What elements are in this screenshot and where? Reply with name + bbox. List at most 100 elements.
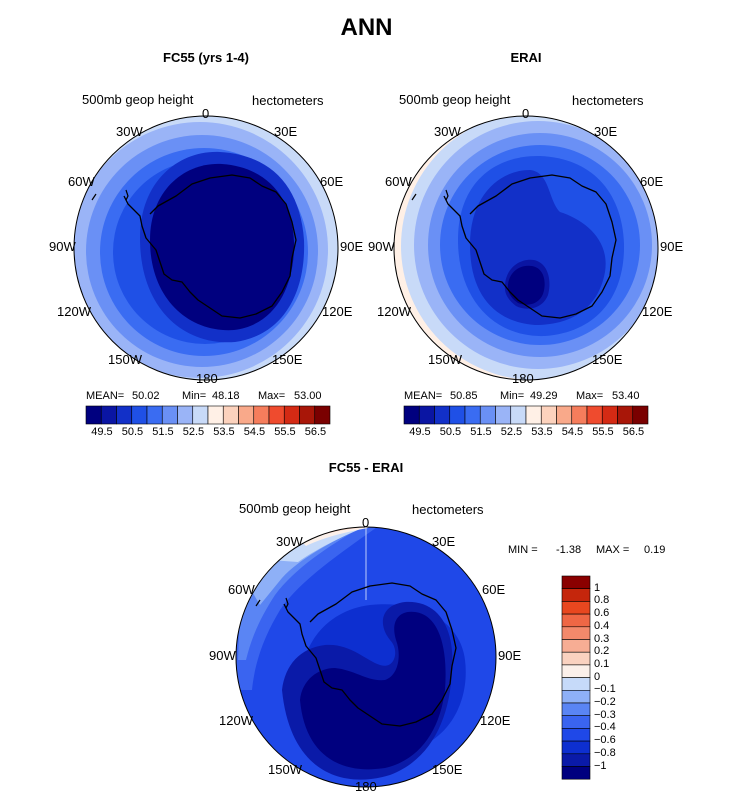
max-value-diff: 0.19 bbox=[644, 544, 666, 556]
lon-label: 150W bbox=[108, 352, 142, 367]
main-title: ANN bbox=[340, 14, 393, 41]
colorbar-swatch bbox=[314, 405, 331, 425]
colorbar-swatch bbox=[561, 677, 591, 691]
antarctica-coastline-1 bbox=[123, 174, 297, 319]
lon-label: 150E bbox=[272, 352, 303, 367]
colorbar-swatch bbox=[561, 689, 591, 704]
lon-label: 150W bbox=[268, 762, 302, 777]
max-value-fc55: 53.00 bbox=[294, 390, 322, 402]
max-label-fc55: Max= bbox=[258, 390, 286, 402]
colorbar-tick-label: −0.8 bbox=[594, 746, 616, 759]
colorbar-swatch bbox=[161, 405, 178, 425]
colorbar-tick-label: 1 bbox=[594, 581, 601, 594]
max-label-erai: Max= bbox=[576, 390, 604, 402]
colorbar-tick-label: 49.5 bbox=[91, 426, 113, 438]
lon-label: 60W bbox=[68, 174, 95, 189]
colorbar-swatch bbox=[238, 405, 255, 425]
mean-label-erai: MEAN= bbox=[404, 390, 443, 402]
min-label-diff: MIN = bbox=[508, 544, 538, 556]
colorbar-tick-label: −1 bbox=[594, 759, 607, 772]
colorbar-fc55 bbox=[85, 405, 331, 425]
colorbar-swatch bbox=[556, 405, 573, 425]
colorbar-tick-label: 49.5 bbox=[409, 426, 431, 438]
lon-label: 120E bbox=[642, 304, 673, 319]
panel-title-erai: ERAI bbox=[510, 50, 542, 65]
colorbar-swatch bbox=[561, 753, 591, 767]
lon-label: 30W bbox=[434, 124, 461, 139]
min-label-erai: Min= bbox=[500, 390, 525, 402]
colorbar-swatch bbox=[561, 575, 591, 589]
lon-label: 120W bbox=[219, 713, 253, 728]
colorbar-tick-label: 54.5 bbox=[243, 426, 266, 438]
colorbar-tick-label: 51.5 bbox=[152, 426, 174, 438]
colorbar-swatch bbox=[85, 405, 102, 425]
colorbar-swatch bbox=[632, 405, 649, 425]
colorbar-tick-label: −0.2 bbox=[594, 696, 616, 708]
mean-value-erai: 50.85 bbox=[450, 390, 478, 402]
lon-label: 30W bbox=[116, 124, 143, 139]
colorbar-tick-label: 52.5 bbox=[182, 426, 205, 438]
colorbar-swatch bbox=[283, 405, 300, 425]
colorbar-swatch bbox=[222, 405, 239, 425]
colorbar-tick-label: 56.5 bbox=[304, 426, 327, 438]
colorbar-erai bbox=[403, 405, 649, 425]
lon-label: 90W bbox=[49, 239, 76, 254]
lon-label: 0 bbox=[362, 515, 370, 530]
colorbar-tick-label: 50.5 bbox=[121, 426, 144, 438]
colorbar-tick-label: −0.4 bbox=[594, 721, 616, 734]
colorbar-swatch bbox=[561, 702, 591, 716]
lon-label: 0 bbox=[522, 106, 530, 121]
colorbar-swatch bbox=[561, 588, 591, 602]
lon-label: 180 bbox=[512, 371, 534, 386]
colorbar-tick-label: −0.6 bbox=[594, 734, 616, 747]
lon-label: 120W bbox=[57, 304, 91, 319]
colorbar-swatch bbox=[479, 405, 496, 425]
colorbar-swatch bbox=[561, 601, 591, 615]
colorbar-swatch bbox=[617, 405, 634, 425]
lon-label: 90E bbox=[498, 648, 522, 663]
colorbar-tick-label: 0.6 bbox=[594, 607, 610, 620]
colorbar-swatch bbox=[601, 405, 618, 425]
colorbar-swatch bbox=[131, 405, 148, 425]
colorbar-swatch bbox=[561, 728, 591, 742]
antarctica-coastline-3 bbox=[283, 582, 457, 727]
antarctica-coastline-2 bbox=[443, 174, 617, 319]
panel-title-diff: FC55 - ERAI bbox=[328, 460, 404, 475]
lon-label: 90W bbox=[368, 239, 395, 254]
units-label-erai: hectometers bbox=[572, 93, 644, 108]
colorbar-swatch bbox=[525, 405, 542, 425]
colorbar-tick-label: 54.5 bbox=[561, 426, 584, 438]
map-erai bbox=[393, 115, 659, 381]
colorbar-swatch bbox=[561, 664, 591, 678]
colorbar-swatch bbox=[253, 405, 270, 425]
colorbar-swatch bbox=[464, 405, 481, 425]
lon-label: 30E bbox=[274, 124, 298, 139]
variable-label-diff: 500mb geop height bbox=[239, 501, 351, 516]
lon-label: 30W bbox=[276, 534, 303, 549]
lon-label: 120E bbox=[480, 713, 511, 728]
colorbar-tick-label: 0 bbox=[594, 670, 601, 683]
colorbar-swatch bbox=[561, 613, 591, 628]
min-value-erai: 49.29 bbox=[530, 390, 558, 402]
colorbar-tick-label: 51.5 bbox=[470, 426, 492, 438]
colorbar-tick-label: 52.5 bbox=[500, 426, 523, 438]
max-value-erai: 53.40 bbox=[612, 390, 640, 402]
lon-label: 0 bbox=[202, 106, 210, 121]
colorbar-tick-label: 0.1 bbox=[594, 657, 610, 670]
lon-label: 30E bbox=[594, 124, 618, 139]
min-value-diff: -1.38 bbox=[556, 544, 582, 556]
colorbar-swatch bbox=[561, 626, 591, 640]
lon-label: 150E bbox=[432, 762, 463, 777]
lon-label: 180 bbox=[355, 779, 377, 794]
variable-label-erai: 500mb geop height bbox=[399, 92, 511, 107]
colorbar-swatch bbox=[540, 405, 557, 425]
min-value-fc55: 48.18 bbox=[212, 390, 240, 402]
colorbar-swatch bbox=[561, 740, 591, 755]
units-label-fc55: hectometers bbox=[252, 93, 324, 108]
colorbar-tick-label: 55.5 bbox=[274, 426, 296, 438]
colorbar-tick-label: 55.5 bbox=[592, 426, 614, 438]
lon-label: 60E bbox=[320, 174, 344, 189]
panel-title-fc55: FC55 (yrs 1-4) bbox=[163, 50, 249, 65]
colorbar-swatch bbox=[177, 405, 194, 425]
